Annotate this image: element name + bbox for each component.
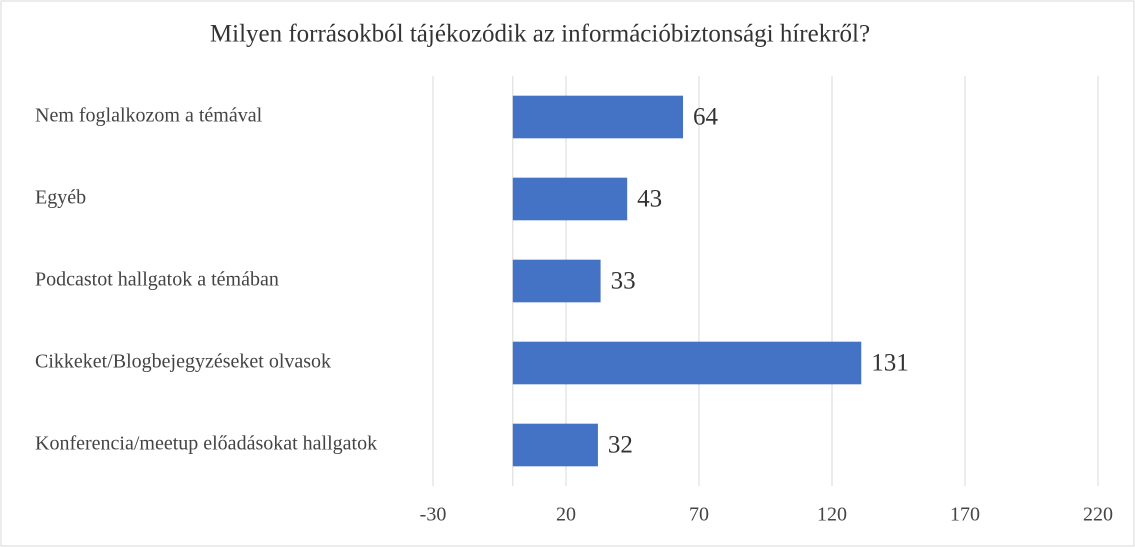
y-tick-label: Egyéb bbox=[35, 187, 86, 209]
bar bbox=[512, 341, 862, 385]
x-tick-label: 220 bbox=[1083, 504, 1113, 526]
x-tick-label: -30 bbox=[420, 504, 447, 526]
x-tick-label: 170 bbox=[950, 504, 980, 526]
x-tick-label: 20 bbox=[556, 504, 576, 526]
value-label: 32 bbox=[608, 432, 633, 459]
value-label: 64 bbox=[693, 104, 719, 131]
y-tick-label: Cikkeket/Blogbejegyzéseket olvasok bbox=[35, 351, 331, 373]
y-tick-label: Konferencia/meetup előadásokat hallgatok bbox=[35, 433, 377, 455]
x-tick-label: 120 bbox=[817, 504, 847, 526]
x-tick-label: 70 bbox=[689, 504, 709, 526]
value-label: 33 bbox=[611, 268, 636, 295]
value-label: 131 bbox=[871, 350, 909, 377]
y-tick-label: Nem foglalkozom a témával bbox=[35, 105, 263, 127]
bar bbox=[512, 95, 684, 139]
value-label: 43 bbox=[637, 186, 662, 213]
bar bbox=[512, 177, 628, 221]
y-tick-label: Podcastot hallgatok a témában bbox=[35, 269, 279, 291]
bar bbox=[512, 259, 601, 303]
bar bbox=[512, 423, 598, 467]
chart-title: Milyen forrásokból tájékozódik az inform… bbox=[210, 21, 870, 48]
